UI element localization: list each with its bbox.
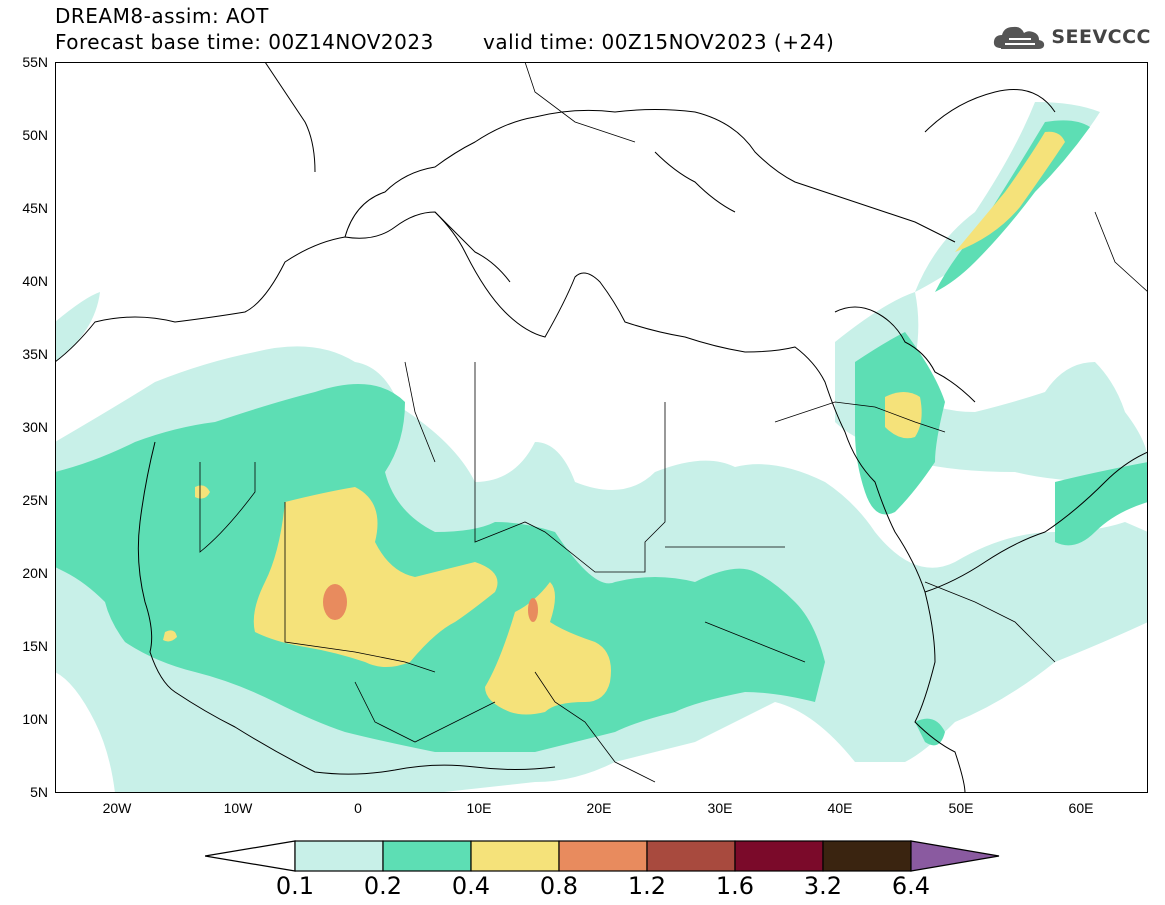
- lon-label: 0: [354, 800, 362, 816]
- lat-label: 45N: [22, 200, 48, 216]
- lat-label: 10N: [22, 711, 48, 727]
- lat-label: 20N: [22, 565, 48, 581]
- lat-label: 55N: [22, 54, 48, 70]
- lon-label: 20E: [586, 800, 612, 816]
- lat-label: 5N: [30, 784, 48, 800]
- chart-title: DREAM8-assim: AOT: [55, 4, 269, 28]
- lat-label: 30N: [22, 419, 48, 435]
- colorbar-label: 6.4: [891, 872, 931, 900]
- colorbar-label: 0.4: [451, 872, 491, 900]
- colorbar-label: 1.2: [627, 872, 667, 900]
- colorbar-segment: [470, 840, 560, 872]
- lon-label: 60E: [1068, 800, 1094, 816]
- lon-label: 20W: [102, 800, 132, 816]
- colorbar-segment: [558, 840, 648, 872]
- aot-level-0.8-areas: [323, 584, 538, 622]
- coastlines: [55, 62, 1148, 793]
- aot-map: [55, 62, 1148, 793]
- colorbar-label: 1.6: [715, 872, 755, 900]
- lon-label: 10W: [223, 800, 253, 816]
- lat-label: 35N: [22, 346, 48, 362]
- colorbar-label: 0.2: [363, 872, 403, 900]
- lon-label: 40E: [827, 800, 853, 816]
- lon-label: 50E: [948, 800, 974, 816]
- cloud-icon: [994, 26, 1045, 49]
- map-svg: [55, 62, 1148, 793]
- lat-label: 15N: [22, 638, 48, 654]
- lat-label: 50N: [22, 127, 48, 143]
- valid-time: valid time: 00Z15NOV2023 (+24): [483, 30, 835, 54]
- lat-label: 25N: [22, 492, 48, 508]
- lat-label: 40N: [22, 273, 48, 289]
- aot-level-0.4-areas: [163, 131, 1065, 715]
- colorbar-segment: [646, 840, 736, 872]
- colorbar-segment: [734, 840, 824, 872]
- colorbar-segment: [382, 840, 472, 872]
- colorbar-segment-over: [910, 840, 1000, 872]
- lon-label: 10E: [466, 800, 492, 816]
- colorbar-label: 3.2: [803, 872, 843, 900]
- lon-label: 30E: [707, 800, 733, 816]
- colorbar-label: 0.8: [539, 872, 579, 900]
- colorbar-segment: [294, 840, 384, 872]
- colorbar-label: 0.1: [275, 872, 315, 900]
- colorbar-segment: [822, 840, 912, 872]
- colorbar-segment-under: [205, 840, 296, 872]
- forecast-base-time: Forecast base time: 00Z14NOV2023: [55, 30, 434, 54]
- country-borders: [199, 62, 1148, 783]
- logo-text: SEEVCCC: [1051, 26, 1151, 48]
- colorbar: [205, 840, 1000, 872]
- seevccc-logo: SEEVCCC: [991, 22, 1151, 52]
